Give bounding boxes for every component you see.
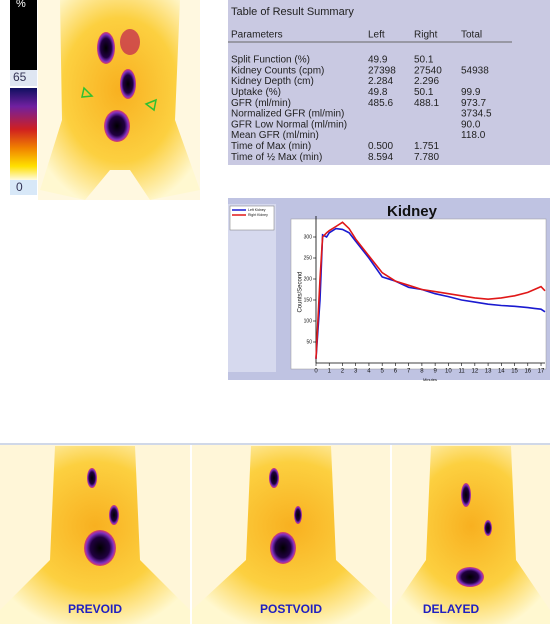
scan-spot (461, 483, 471, 507)
row-label: Normalized GFR (ml/min) (231, 109, 344, 120)
x-tick-label: 15 (511, 369, 518, 375)
chart-title: Kidney (387, 203, 438, 220)
y-tick-label: 50 (306, 339, 312, 345)
legend-label: Left Kidney (248, 208, 266, 212)
row-label: Uptake (%) (231, 87, 281, 98)
colorbar-label-box (10, 70, 37, 86)
table-cell: 50.1 (414, 87, 434, 98)
legend-label: Right Kidney (248, 213, 268, 217)
x-tick-label: 4 (367, 369, 371, 375)
scan-kidney (120, 69, 136, 99)
row-label: Split Function (%) (231, 55, 310, 66)
y-tick-label: 100 (304, 318, 313, 324)
row-label: Kidney Counts (cpm) (231, 65, 324, 76)
scan-spot (120, 29, 140, 55)
x-tick-label: 17 (538, 369, 545, 375)
x-tick-label: 0 (314, 369, 318, 375)
image-label: POSTVOID (260, 602, 322, 616)
colorbar-top-label: % (16, 0, 26, 10)
x-axis-label: Minutes (423, 377, 437, 382)
plot-area (290, 218, 547, 370)
table-cell: 50.1 (414, 55, 434, 66)
column-header: Parameters (231, 30, 283, 41)
image-label: PREVOID (68, 602, 122, 616)
table-cell: 49.9 (368, 55, 388, 66)
x-tick-label: 16 (524, 369, 531, 375)
y-tick-label: 200 (304, 276, 313, 282)
colorbar-mid-label: 65 (13, 70, 27, 84)
roi-marker (144, 98, 158, 112)
table-cell: 90.0 (461, 119, 481, 130)
table-cell: 7.780 (414, 152, 439, 163)
x-tick-label: 6 (394, 369, 398, 375)
table-cell: 8.594 (368, 152, 393, 163)
scan-body (392, 446, 550, 624)
x-tick-label: 5 (381, 369, 385, 375)
colorbar-bottom-label: 0 (16, 180, 23, 194)
scan-kidney (97, 32, 115, 64)
table-cell: 0.500 (368, 141, 393, 152)
column-header: Right (414, 30, 438, 41)
x-tick-label: 2 (341, 369, 345, 375)
scan-spot (294, 506, 302, 524)
table-cell: 54938 (461, 65, 489, 76)
roi-marker (81, 86, 94, 98)
y-axis-label: Counts/Second (298, 271, 304, 312)
x-tick-label: 12 (472, 369, 479, 375)
column-header: Total (461, 30, 482, 41)
table-cell: 488.1 (414, 98, 439, 109)
x-tick-label: 7 (407, 369, 411, 375)
y-tick-label: 300 (304, 234, 313, 240)
scan-spot (109, 505, 119, 525)
row-label: GFR Low Normal (ml/min) (231, 119, 347, 130)
table-cell: 3734.5 (461, 109, 492, 120)
scan-body (40, 0, 200, 200)
row-label: Kidney Depth (cm) (231, 76, 314, 87)
series-line (315, 227, 546, 359)
table-cell: 118.0 (461, 130, 486, 141)
results-table-panel (228, 0, 550, 165)
colorbar-label-box (10, 180, 37, 195)
table-cell: 27540 (414, 65, 442, 76)
table-cell: 27398 (368, 65, 396, 76)
table-cell: 2.296 (414, 76, 439, 87)
y-tick-label: 150 (304, 297, 313, 303)
x-tick-label: 11 (458, 369, 465, 375)
row-label: Mean GFR (ml/min) (231, 130, 319, 141)
scan-spot (456, 567, 484, 587)
x-tick-label: 1 (328, 369, 332, 375)
x-tick-label: 14 (498, 369, 505, 375)
scan-spot (84, 530, 116, 566)
y-tick-label: 250 (304, 255, 313, 261)
table-cell: 49.8 (368, 87, 388, 98)
scan-spot (87, 468, 97, 488)
row-label: GFR (ml/min) (231, 98, 291, 109)
colorbar-gradient (10, 88, 37, 180)
table-cell: 99.9 (461, 87, 481, 98)
scan-body (192, 446, 390, 624)
table-cell: 973.7 (461, 98, 486, 109)
table-cell: 2.284 (368, 76, 393, 87)
table-cell: 485.6 (368, 98, 393, 109)
x-tick-label: 3 (354, 369, 358, 375)
table-title: Table of Result Summary (231, 6, 354, 18)
series-line (315, 221, 546, 359)
x-tick-label: 9 (433, 369, 437, 375)
row-label: Time of Max (min) (231, 141, 311, 152)
scan-spot (269, 468, 279, 488)
scan-spot (484, 520, 492, 536)
scan-spot (270, 532, 296, 564)
x-tick-label: 8 (420, 369, 424, 375)
x-tick-label: 13 (485, 369, 492, 375)
legend-panel (228, 204, 276, 372)
x-tick-label: 10 (445, 369, 452, 375)
scan-bladder (104, 110, 130, 142)
row-label: Time of ½ Max (min) (231, 152, 322, 163)
table-cell: 1.751 (414, 141, 439, 152)
image-label: DELAYED (423, 602, 480, 616)
colorbar-top (10, 0, 37, 70)
column-header: Left (368, 30, 385, 41)
